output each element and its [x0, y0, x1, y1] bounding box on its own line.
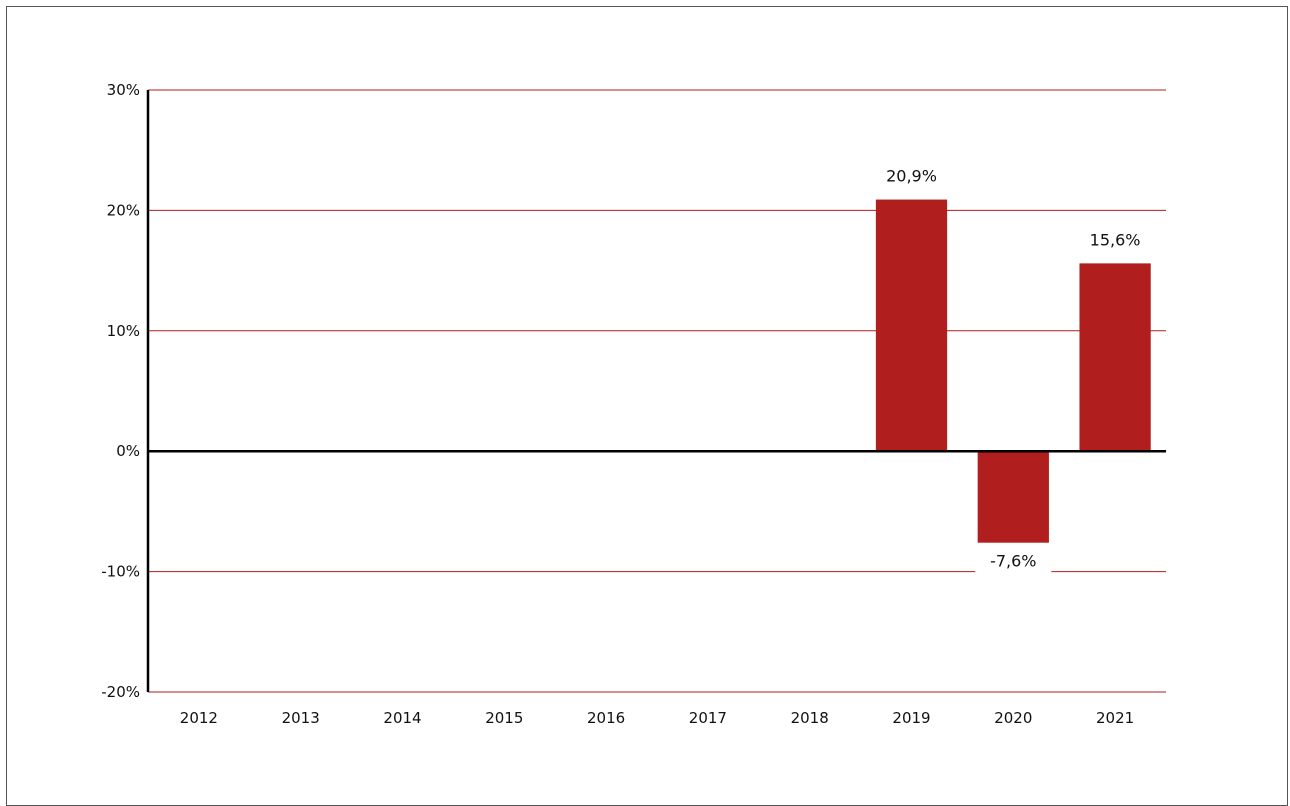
bars	[875, 199, 1151, 543]
y-tick-label: -10%	[101, 563, 140, 581]
data-label-2020: -7,6%	[990, 552, 1036, 571]
x-tick-label: 2016	[587, 709, 625, 727]
x-tick-label: 2014	[383, 709, 421, 727]
y-tick-label: 0%	[116, 442, 140, 460]
x-tick-label: 2021	[1096, 709, 1134, 727]
x-tick-label: 2012	[180, 709, 218, 727]
data-label-2019: 20,9%	[886, 167, 937, 186]
bar-2020	[977, 451, 1049, 543]
labels: 30% 20% 10% 0% -10% -20% 2012 2013 2014 2015 2016 2…	[101, 81, 1140, 727]
chart-frame	[6, 6, 1288, 806]
x-tick-label: 2013	[282, 709, 320, 727]
y-tick-label: -20%	[101, 683, 140, 701]
y-tick-label: 20%	[107, 201, 140, 219]
axes	[146, 90, 1166, 692]
x-tick-label: 2018	[791, 709, 829, 727]
x-tick-label: 2020	[994, 709, 1032, 727]
x-tick-label: 2019	[892, 709, 930, 727]
bar-2021	[1079, 263, 1151, 452]
data-label-background	[975, 549, 1052, 574]
bar-chart: 30% 20% 10% 0% -10% -20% 2012 2013 2014 2015 2016 2…	[101, 81, 1166, 727]
data-label-2021: 15,6%	[1090, 230, 1141, 249]
grid-lines	[148, 89, 1166, 693]
x-tick-label: 2017	[689, 709, 727, 727]
y-tick-label: 10%	[107, 322, 140, 340]
bar-2019	[875, 199, 948, 452]
y-tick-label: 30%	[107, 81, 140, 99]
x-tick-label: 2015	[485, 709, 523, 727]
